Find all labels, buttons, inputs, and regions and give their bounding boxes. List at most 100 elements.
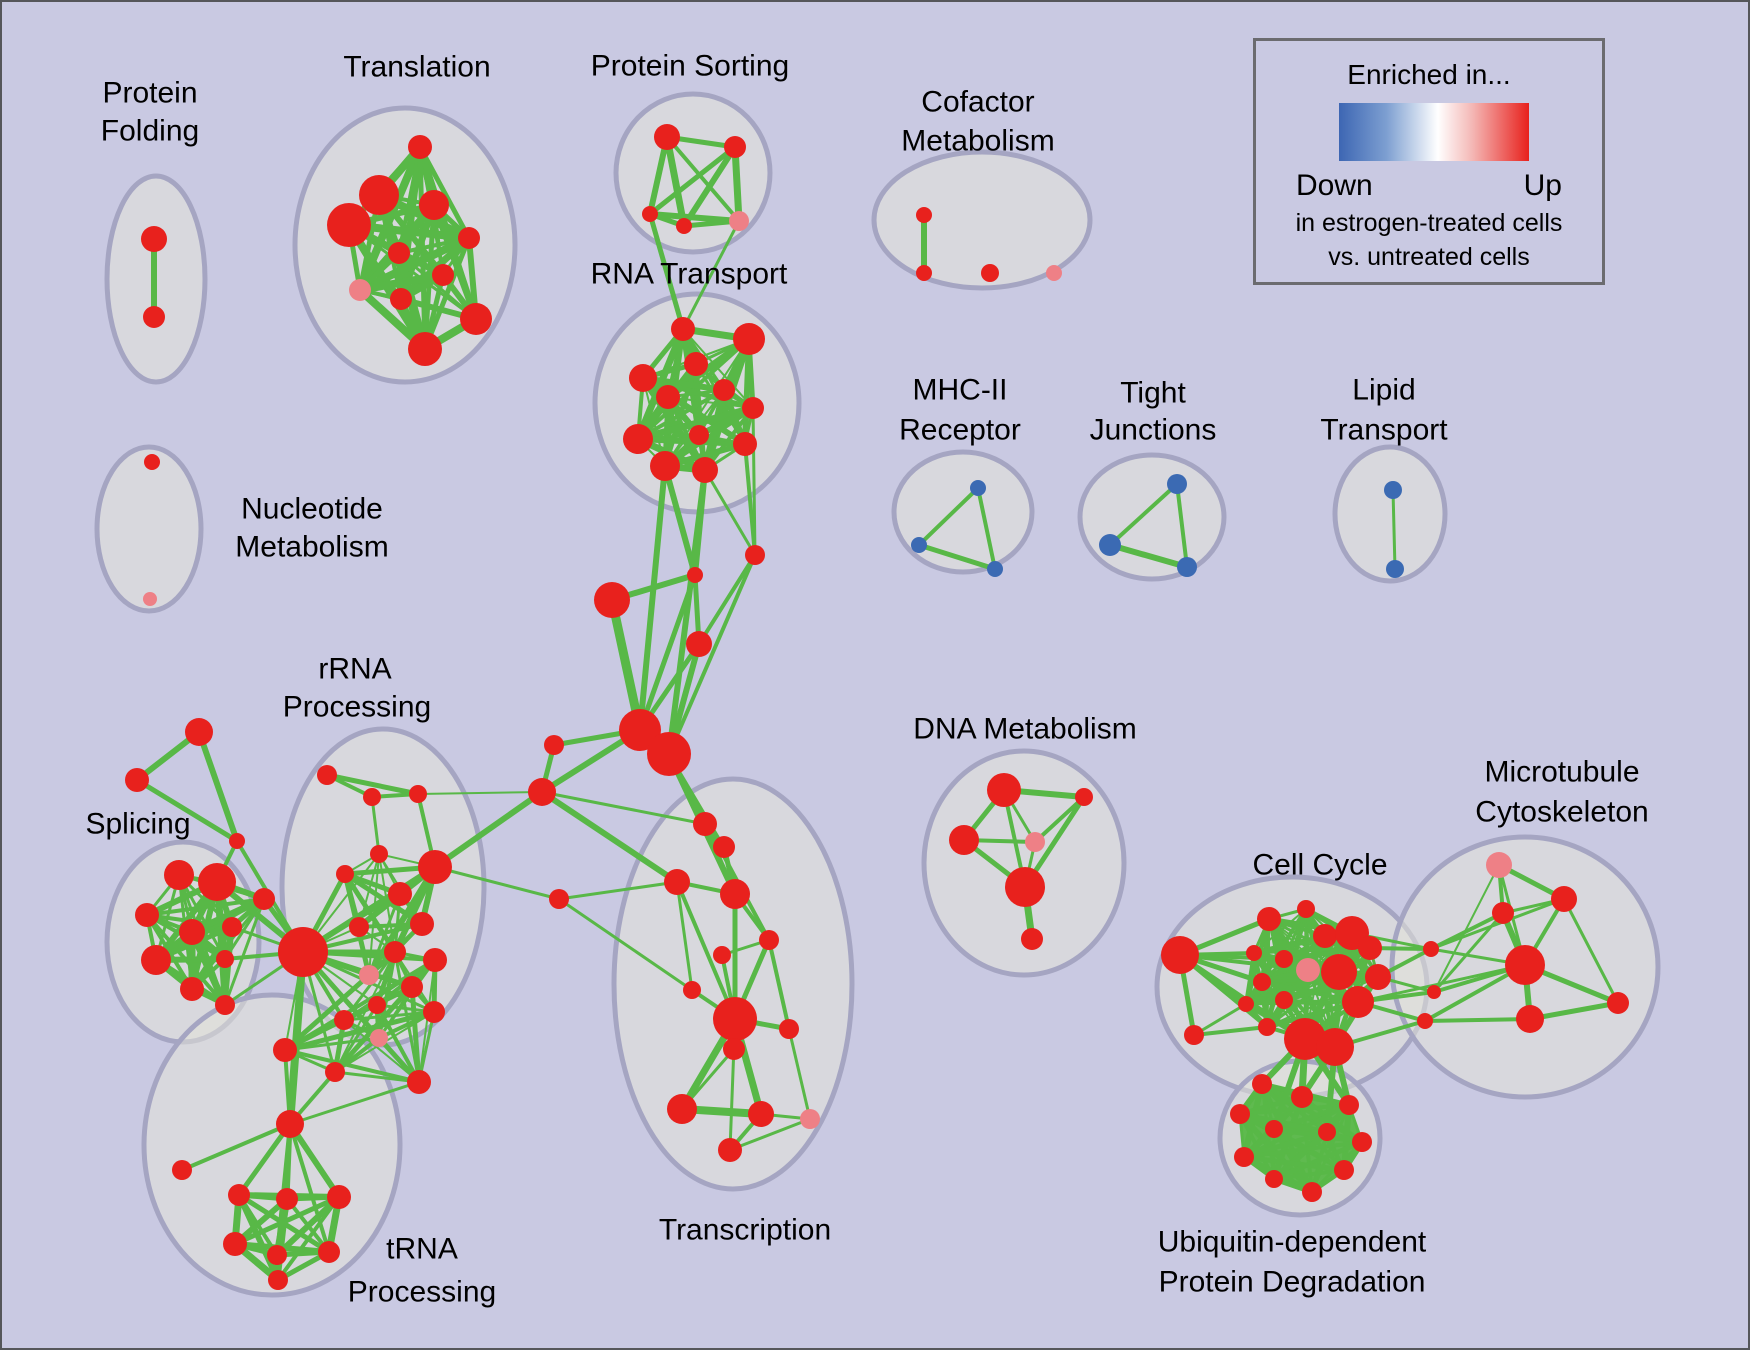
network-node <box>1492 902 1514 924</box>
network-node <box>1025 832 1045 852</box>
cluster-ellipse-tight-junctions <box>1077 452 1227 582</box>
cluster-label-ubiquitin-degradation: Protein Degradation <box>1159 1266 1426 1299</box>
network-node <box>143 592 157 606</box>
network-node <box>458 227 480 249</box>
network-node <box>144 454 160 470</box>
network-node <box>742 397 764 419</box>
network-node <box>692 457 718 483</box>
network-edge <box>432 789 545 870</box>
network-node <box>229 833 245 849</box>
legend-down-label: Down <box>1296 169 1373 202</box>
cluster-label-ubiquitin-degradation: Ubiquitin-dependent <box>1158 1226 1427 1259</box>
cluster-ellipse-protein-sorting <box>613 91 773 255</box>
network-edge <box>232 1194 342 1247</box>
network-node <box>642 206 658 222</box>
network-edge <box>647 211 686 332</box>
network-node <box>215 995 235 1015</box>
network-edge <box>1192 1002 1248 1037</box>
cluster-label-rrna-processing: Processing <box>283 691 431 724</box>
network-edge <box>196 729 240 844</box>
network-node <box>745 545 765 565</box>
network-node <box>180 977 204 1001</box>
network-edge <box>356 271 447 294</box>
network-node <box>1099 534 1121 556</box>
network-edge <box>1241 1154 1347 1173</box>
cluster-label-trna-processing: tRNA <box>386 1233 458 1266</box>
network-node <box>1423 941 1439 957</box>
network-node <box>671 317 695 341</box>
network-node <box>654 124 680 150</box>
network-edge <box>636 337 751 441</box>
cluster-label-trna-processing: Processing <box>348 1276 496 1309</box>
network-node <box>713 836 735 858</box>
network-edge <box>236 1121 293 1198</box>
network-node <box>689 425 709 445</box>
cluster-label-protein-folding: Protein <box>102 77 197 110</box>
network-node <box>623 424 653 454</box>
network-node <box>1161 936 1199 974</box>
network-node <box>911 537 927 553</box>
network-edge <box>1260 975 1380 984</box>
network-node <box>1321 954 1357 990</box>
network-node <box>748 1101 774 1127</box>
network-edge <box>703 468 757 557</box>
network-node <box>1238 996 1254 1012</box>
network-edge <box>333 1003 379 1074</box>
network-node <box>1253 973 1271 991</box>
network-edge <box>731 143 743 225</box>
network-node <box>276 1188 298 1210</box>
network-node <box>916 265 932 281</box>
network-edge <box>751 406 757 557</box>
network-edge <box>647 144 738 217</box>
network-edge <box>697 553 757 646</box>
network-edge <box>1272 1168 1346 1181</box>
network-node <box>949 825 979 855</box>
network-edge <box>397 251 478 321</box>
network-edge <box>417 791 543 795</box>
network-node <box>401 976 423 998</box>
network-edge <box>324 772 421 797</box>
network-node <box>713 946 731 964</box>
network-node <box>713 379 735 401</box>
legend-subtitle-line2: vs. untreated cells <box>1328 243 1530 271</box>
network-edge <box>1281 974 1381 1003</box>
network-node <box>720 879 750 909</box>
network-edge <box>276 1195 341 1282</box>
network-edge <box>1391 488 1397 571</box>
network-node <box>970 480 986 496</box>
network-node <box>1177 557 1197 577</box>
network-edge <box>557 880 679 901</box>
cluster-label-translation: Translation <box>343 51 490 84</box>
network-node <box>800 1109 820 1129</box>
network-node <box>1365 964 1391 990</box>
cluster-label-cell-cycle: Cell Cycle <box>1252 849 1387 882</box>
network-edge <box>742 336 752 447</box>
network-edge <box>1527 1000 1621 1022</box>
network-node <box>1386 560 1404 578</box>
network-node <box>318 1241 340 1263</box>
network-node <box>172 1160 192 1180</box>
network-node <box>1334 1160 1354 1180</box>
network-node <box>1384 481 1402 499</box>
cluster-label-protein-sorting: Protein Sorting <box>591 50 789 83</box>
network-edge <box>667 396 754 409</box>
network-node <box>179 919 205 945</box>
network-node <box>1275 991 1293 1009</box>
network-node <box>432 264 454 286</box>
network-edge <box>288 1122 331 1254</box>
network-node <box>278 927 328 977</box>
network-node <box>419 190 449 220</box>
network-edge <box>1429 897 1566 951</box>
network-edge <box>287 1121 342 1200</box>
network-node <box>418 850 452 884</box>
cluster-label-cofactor-metabolism: Cofactor <box>921 86 1034 119</box>
network-edge <box>1242 1140 1364 1159</box>
network-node <box>544 735 564 755</box>
network-node <box>1021 928 1043 950</box>
network-edge <box>1192 1025 1269 1037</box>
network-node <box>1265 1120 1283 1138</box>
network-edge <box>283 958 437 1052</box>
network-edge <box>1260 980 1360 1004</box>
network-node <box>253 888 275 910</box>
